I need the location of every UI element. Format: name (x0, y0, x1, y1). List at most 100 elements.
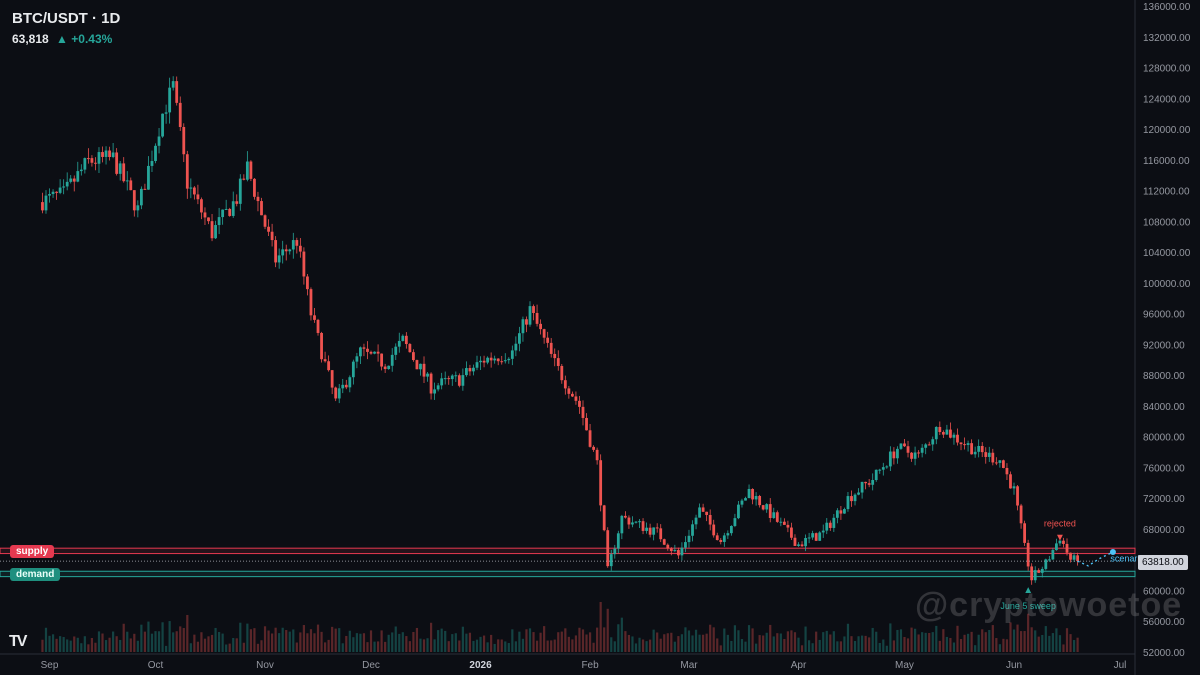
volume-bar (242, 642, 245, 652)
scenario-end-dot (1109, 549, 1116, 556)
volume-bar (723, 628, 726, 652)
candle-body (1055, 543, 1058, 551)
candle-body (737, 504, 740, 519)
candle-body (1069, 552, 1072, 560)
candle-body (620, 515, 624, 534)
y-tick-label: 84000.00 (1143, 402, 1185, 413)
volume-bar (94, 642, 97, 652)
candle-body (627, 517, 631, 525)
candle-body (221, 209, 225, 218)
volume-bar (995, 638, 998, 652)
candle-body (404, 335, 408, 345)
candle-body (192, 187, 196, 195)
volume-bar (949, 637, 952, 652)
volume-bar (200, 632, 203, 652)
candle-body (465, 368, 468, 376)
volume-bar (221, 633, 224, 652)
volume-bar (387, 634, 390, 652)
candle-body (927, 444, 931, 446)
candle-body (535, 312, 539, 324)
volume-bar (422, 639, 426, 652)
volume-bar (281, 627, 284, 652)
volume-bar (292, 629, 295, 652)
last-price-axis-tag: 63818.00 (1138, 555, 1188, 570)
volume-bar (451, 634, 454, 652)
candle-body (1019, 505, 1023, 524)
volume-bar (426, 638, 429, 652)
volume-bar (207, 636, 210, 652)
candle-body (779, 521, 783, 523)
volume-bar (864, 635, 867, 652)
volume-bar (673, 641, 676, 652)
candle-body (1072, 555, 1076, 560)
candle-body (203, 212, 207, 218)
candle-body (814, 533, 818, 541)
volume-bar (666, 633, 669, 652)
volume-bar (737, 630, 740, 652)
candle-body (482, 360, 486, 363)
y-tick-label: 92000.00 (1143, 340, 1185, 351)
volume-bar (1044, 626, 1047, 652)
candle-body (260, 201, 263, 216)
candle-body (542, 329, 546, 338)
volume-bar (246, 623, 249, 652)
volume-bar (617, 624, 620, 652)
candle-body (210, 221, 214, 239)
volume-bar (1041, 634, 1044, 652)
x-tick-label: Dec (362, 660, 380, 671)
volume-bar (147, 621, 150, 652)
volume-bar (313, 633, 316, 652)
volume-bar (921, 632, 924, 652)
symbol-title[interactable]: BTC/USDT · 1D (12, 10, 121, 27)
volume-bar (1072, 640, 1076, 652)
x-tick-label: Oct (148, 660, 164, 671)
volume-bar (804, 626, 807, 652)
candle-body (631, 522, 634, 525)
volume-bar (405, 636, 408, 652)
candle-body (58, 187, 62, 193)
volume-bar (355, 633, 358, 652)
volume-bar (288, 631, 291, 652)
volume-bar (815, 631, 818, 652)
volume-bar (656, 632, 659, 652)
candle-body (90, 158, 94, 163)
volume-bar (80, 643, 83, 652)
candle-body (645, 527, 648, 531)
candle-body (938, 426, 942, 433)
volume-bar (175, 631, 178, 652)
volume-bar (942, 629, 945, 652)
candle-body (888, 451, 892, 467)
candle-body (443, 378, 447, 380)
volume-bar (631, 636, 634, 652)
candle-body (1005, 467, 1009, 475)
volume-bar (112, 631, 115, 652)
volume-bar (323, 642, 327, 652)
candle-body (659, 528, 663, 540)
candle-body (726, 533, 730, 536)
candle-body (708, 514, 712, 525)
volume-bar (101, 633, 104, 652)
candle-body (302, 251, 306, 277)
volume-bar (641, 639, 645, 652)
candle-body (821, 530, 825, 533)
candle-body (680, 547, 684, 556)
volume-bar (938, 640, 941, 652)
volume-bar (977, 634, 980, 652)
candle-body (1047, 559, 1051, 561)
volume-bar (1062, 644, 1065, 652)
volume-bar (1019, 631, 1023, 652)
y-tick-label: 76000.00 (1143, 463, 1185, 474)
volume-bar (1030, 627, 1033, 652)
candle-body (1040, 568, 1044, 573)
candle-body (719, 540, 723, 542)
volume-bar (122, 623, 125, 652)
tradingview-logo[interactable]: TV (9, 633, 28, 650)
candle-body (839, 510, 843, 514)
candle-body (793, 537, 797, 546)
candle-body (539, 323, 542, 330)
candle-body (288, 249, 292, 252)
candle-body (150, 161, 154, 166)
candle-body (510, 350, 514, 359)
volume-bar (599, 602, 602, 652)
